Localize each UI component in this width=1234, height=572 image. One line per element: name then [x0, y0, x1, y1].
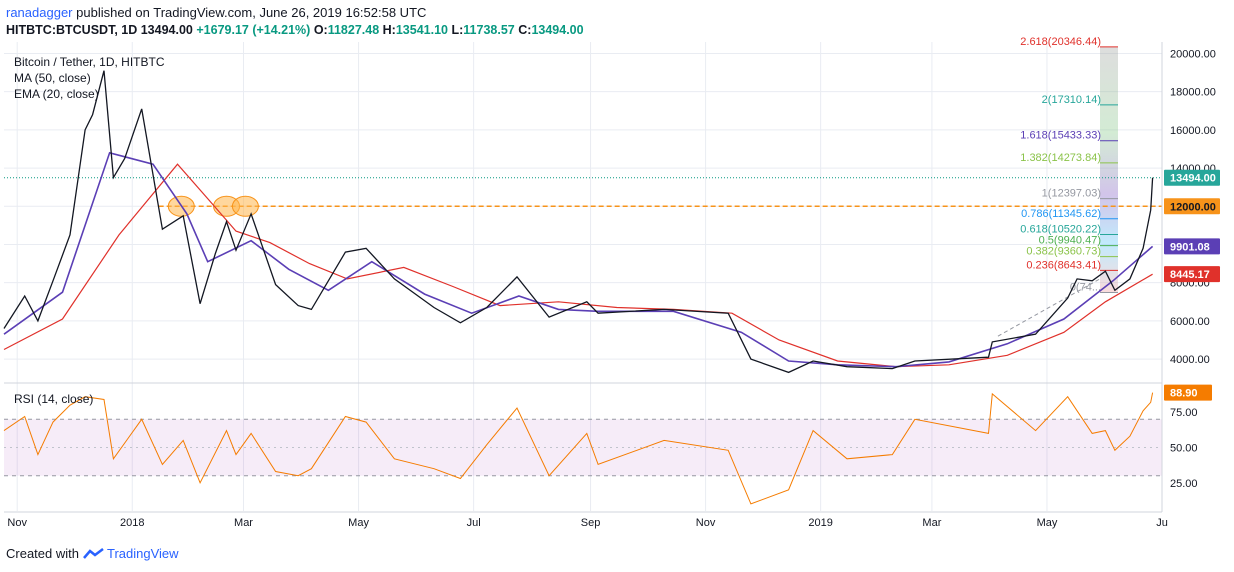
published-text: published on TradingView.com, June 26, 2… [76, 5, 427, 20]
high-value: 13541.10 [395, 23, 448, 37]
time-tick-label: May [1037, 517, 1058, 529]
resistance-label-box [1164, 198, 1220, 215]
resistance-label-text: 12000.00 [1170, 201, 1216, 213]
ohlc-bar: HITBTC:BTCUSDT, 1D 13494.00 +1679.17 (+1… [6, 23, 584, 37]
high-label: H: [382, 23, 396, 37]
time-tick-label: Mar [922, 517, 941, 529]
fib-level-label: 0.5(9940.47) [1039, 235, 1101, 247]
publish-info: ranadagger published on TradingView.com,… [6, 5, 426, 20]
tradingview-logo-icon [83, 547, 104, 559]
price-line [3, 70, 1154, 374]
ema20-line [3, 151, 1154, 368]
rsi-band [4, 418, 1162, 477]
series-lines [3, 70, 1162, 505]
price-tick-label: 20000.00 [1170, 48, 1216, 60]
time-tick-label: Nov [696, 517, 716, 529]
legend-ema: EMA (20, close) [14, 87, 99, 101]
fib-level-label: 0.382(9360.73) [1026, 246, 1101, 258]
open-label: O: [313, 23, 328, 37]
fibonacci-levels: 2.618(20346.44) 2(17310.14) 1.618(15433.33… [997, 36, 1118, 337]
created-with: Created with [6, 546, 79, 561]
grid [4, 42, 1163, 511]
price-label-box [1164, 238, 1220, 255]
footer: Created with TradingView [6, 546, 179, 562]
open-value: 11827.48 [327, 23, 380, 37]
time-tick-label: Ju [1156, 517, 1168, 529]
time-tick-label: Nov [7, 517, 27, 529]
fib-level-label: 1(12397.03) [1042, 188, 1101, 200]
rsi-label-text: 88.90 [1170, 388, 1198, 400]
low-label: L: [451, 23, 464, 37]
fib-level-label: 1.382(14273.84) [1020, 152, 1101, 164]
rsi-line [3, 392, 1154, 505]
close-label: C: [518, 23, 532, 37]
legend-ma: MA (50, close) [14, 71, 91, 85]
time-tick-label: May [348, 517, 369, 529]
price-label-box [1164, 266, 1220, 283]
ma50-line [3, 163, 1153, 368]
time-tick-label: 2018 [120, 517, 144, 529]
legend-title: Bitcoin / Tether, 1D, HITBTC [14, 55, 165, 69]
price-tick-label: 18000.00 [1170, 87, 1216, 99]
price-label-text: 13494.00 [1170, 173, 1216, 185]
time-tick-label: Jul [467, 517, 481, 529]
low-value: 11738.57 [463, 23, 515, 37]
fib-level-label: 1.618(15433.33) [1020, 130, 1101, 142]
current-price: 13494.00 [140, 23, 193, 37]
rsi-title: RSI (14, close) [14, 392, 93, 406]
rsi-tick-label: 75.00 [1170, 407, 1198, 419]
time-tick-label: Sep [581, 517, 601, 529]
fib-level-label: 0.786(11345.62) [1021, 208, 1101, 220]
rsi-label-box [1164, 384, 1212, 401]
fib-level-label: 0.236(8643.41) [1026, 259, 1101, 271]
change: +1679.17 (+14.21%) [196, 23, 311, 37]
price-tick-label: 6000.00 [1170, 316, 1210, 328]
fib-trend-line [997, 278, 1101, 337]
fib-level-label: 2(17310.14) [1042, 94, 1101, 106]
author-name[interactable]: ranadagger [6, 5, 73, 20]
fib-level-label: 2.618(20346.44) [1020, 36, 1101, 48]
price-label-text: 9901.08 [1170, 241, 1210, 253]
fib-zone [1100, 46, 1118, 293]
symbol: HITBTC:BTCUSDT, 1D [6, 23, 138, 37]
price-label-text: 8445.17 [1170, 269, 1210, 281]
rsi-tick-label: 25.00 [1170, 478, 1198, 490]
rsi-tick-label: 50.00 [1170, 443, 1198, 455]
price-tick-label: 16000.00 [1170, 125, 1216, 137]
time-tick-label: 2019 [808, 517, 832, 529]
fib-level-label: 0.618(10520.22) [1020, 224, 1101, 236]
price-label-box [1164, 169, 1220, 186]
price-labels: 13494.00 9901.08 8445.17 12000.00 88.90 [1164, 169, 1220, 401]
price-tick-label: 4000.00 [1170, 354, 1210, 366]
close-value: 13494.00 [531, 23, 584, 37]
time-tick-label: Mar [234, 517, 253, 529]
tradingview-brand[interactable]: TradingView [106, 546, 179, 561]
highlight-circle [231, 195, 259, 217]
